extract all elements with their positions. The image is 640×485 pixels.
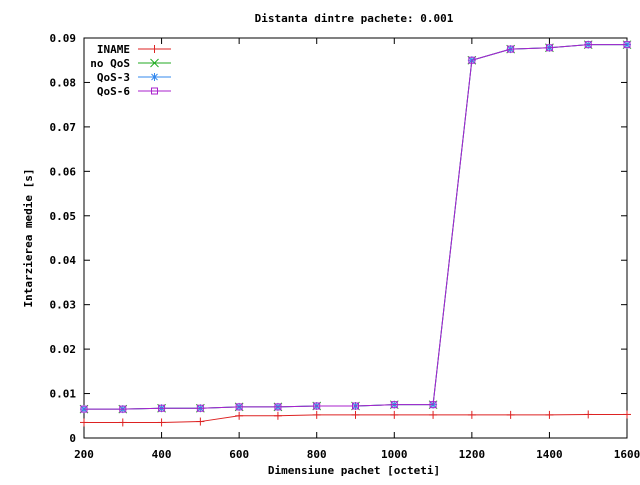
- x-tick-label: 1400: [536, 448, 563, 461]
- plus-marker: [623, 410, 631, 418]
- y-axis-label: Intarzierea medie [s]: [22, 168, 35, 307]
- y-tick-label: 0: [69, 432, 76, 445]
- plus-marker: [158, 418, 166, 426]
- legend-item: INAME: [97, 43, 171, 56]
- series-layer: [80, 41, 631, 427]
- series-line: [84, 45, 627, 409]
- plus-marker: [545, 411, 553, 419]
- x-tick-label: 400: [152, 448, 172, 461]
- plus-marker: [313, 411, 321, 419]
- plus-marker: [196, 418, 204, 426]
- y-tick-label: 0.03: [50, 299, 77, 312]
- x-tick-label: 1000: [381, 448, 408, 461]
- x-tick-label: 1600: [614, 448, 640, 461]
- legend-item: no QoS: [90, 57, 171, 70]
- legend-label: no QoS: [90, 57, 130, 70]
- y-tick-label: 0.09: [50, 32, 77, 45]
- y-tick-label: 0.05: [50, 210, 77, 223]
- axes-ticks: 200 400 600 800 1000 1200 1400 1600 0 0.01 0.02 0.0…: [50, 32, 640, 461]
- series-no-qos: [80, 41, 631, 413]
- y-tick-label: 0.06: [50, 165, 77, 178]
- series-qos-6: [81, 42, 630, 412]
- plus-marker: [80, 418, 88, 426]
- plus-marker: [507, 411, 515, 419]
- y-tick-label: 0.08: [50, 76, 77, 89]
- y-tick-label: 0.04: [50, 254, 77, 267]
- plus-marker: [235, 412, 243, 420]
- plus-marker: [584, 410, 592, 418]
- legend-label: INAME: [97, 43, 130, 56]
- star-marker: [151, 73, 159, 81]
- x-axis-label: Dimensiune pachet [octeti]: [268, 464, 440, 477]
- y-tick-label: 0.07: [50, 121, 77, 134]
- series-line: [84, 45, 627, 409]
- x-tick-label: 1200: [459, 448, 486, 461]
- plus-marker: [119, 418, 127, 426]
- plus-marker: [274, 412, 282, 420]
- chart-title: Distanta dintre pachete: 0.001: [255, 12, 454, 25]
- legend-item: QoS-6: [97, 85, 171, 98]
- plus-marker: [429, 411, 437, 419]
- plot-frame: [84, 38, 627, 438]
- plus-marker: [390, 411, 398, 419]
- plus-marker: [352, 411, 360, 419]
- x-tick-label: 800: [307, 448, 327, 461]
- series-qos-3: [80, 41, 631, 413]
- x-tick-label: 200: [74, 448, 94, 461]
- legend-label: QoS-6: [97, 85, 130, 98]
- series-line: [84, 45, 627, 409]
- series-iname: [80, 410, 631, 426]
- legend-label: QoS-3: [97, 71, 130, 84]
- y-tick-label: 0.01: [50, 388, 77, 401]
- legend-item: QoS-3: [97, 71, 171, 84]
- x-tick-label: 600: [229, 448, 249, 461]
- plus-marker: [468, 411, 476, 419]
- plus-marker: [151, 45, 159, 53]
- y-tick-label: 0.02: [50, 343, 77, 356]
